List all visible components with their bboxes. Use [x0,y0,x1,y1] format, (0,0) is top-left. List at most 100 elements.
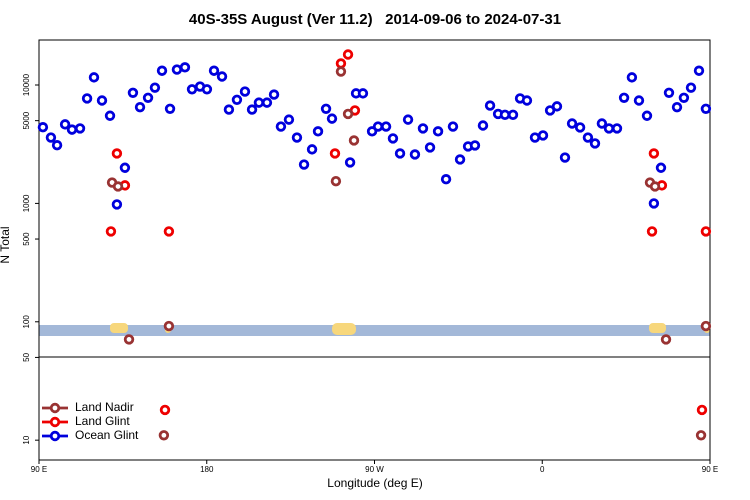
point [566,118,578,129]
point [158,430,170,441]
land-marker [110,323,128,333]
point [507,109,519,121]
point [149,82,161,93]
x-axis-label: Longitude (deg E) [327,476,422,490]
point [394,148,406,159]
land-marker [332,323,356,335]
point [596,118,608,129]
point [111,148,123,159]
point [330,175,342,187]
point [186,84,198,95]
point [344,157,356,168]
point [51,140,63,151]
legend-marker [49,430,61,442]
point [298,159,310,170]
point [696,404,708,416]
point [275,121,287,132]
point [537,130,549,141]
point [454,154,466,165]
x-tick-label: 90 W [365,465,384,474]
point [648,148,660,159]
point [700,226,712,237]
point [582,132,594,143]
point [700,103,712,114]
point [127,87,139,98]
point [223,104,235,115]
point [589,138,601,149]
point [663,87,675,98]
point [261,97,273,108]
y-tick-label: 10 [22,435,31,444]
point [695,430,707,441]
point [201,84,213,95]
point [626,72,638,83]
point [348,135,360,146]
point [342,49,354,60]
point [74,123,86,134]
point [440,174,452,185]
legend-marker [49,402,61,414]
point [253,97,265,108]
point [104,110,116,121]
point [618,92,630,103]
y-tick-label: 100 [22,315,31,329]
surface-band [39,325,710,336]
point [208,65,220,76]
point [417,123,429,134]
point [335,58,347,69]
point [164,103,176,114]
point [171,64,183,75]
point [700,320,712,332]
point [685,82,697,93]
point [447,121,459,132]
point [499,109,511,121]
chart-title: 40S-35S August (Ver 11.2) 2014-09-06 to … [189,11,561,28]
point [283,114,295,125]
x-tick-label: 180 [200,465,214,474]
point [648,198,660,209]
point [216,71,228,82]
point [424,142,436,153]
y-tick-label: 500 [22,232,31,246]
point [671,101,683,113]
point [402,114,414,125]
point [291,132,303,143]
point [372,121,384,132]
point [469,140,481,151]
point [484,100,496,111]
land-marker [649,323,666,333]
point [559,152,571,163]
x-tick-label: 90 E [31,465,47,474]
point [342,108,354,120]
y-tick-label: 50 [22,352,31,361]
point [603,123,615,134]
point [231,94,243,106]
point [529,132,541,143]
point [111,199,123,210]
point [246,104,258,115]
point [45,132,57,143]
y-tick-label: 1000 [22,194,31,212]
point [611,123,623,134]
point [387,133,399,144]
point [320,103,332,114]
point [88,72,100,83]
legend-label: Land Glint [75,414,130,428]
y-tick-label: 5000 [22,111,31,129]
point [574,122,586,133]
point [163,226,175,237]
point [59,119,71,130]
point [96,95,108,106]
point [163,320,175,332]
legend-label: Land Nadir [75,400,134,414]
point [66,124,78,135]
point [142,92,154,103]
legend-label: Ocean Glint [75,428,139,442]
point [357,88,369,99]
y-axis-label: N Total [0,226,12,263]
x-tick-label: 0 [540,465,545,474]
point [409,149,421,160]
